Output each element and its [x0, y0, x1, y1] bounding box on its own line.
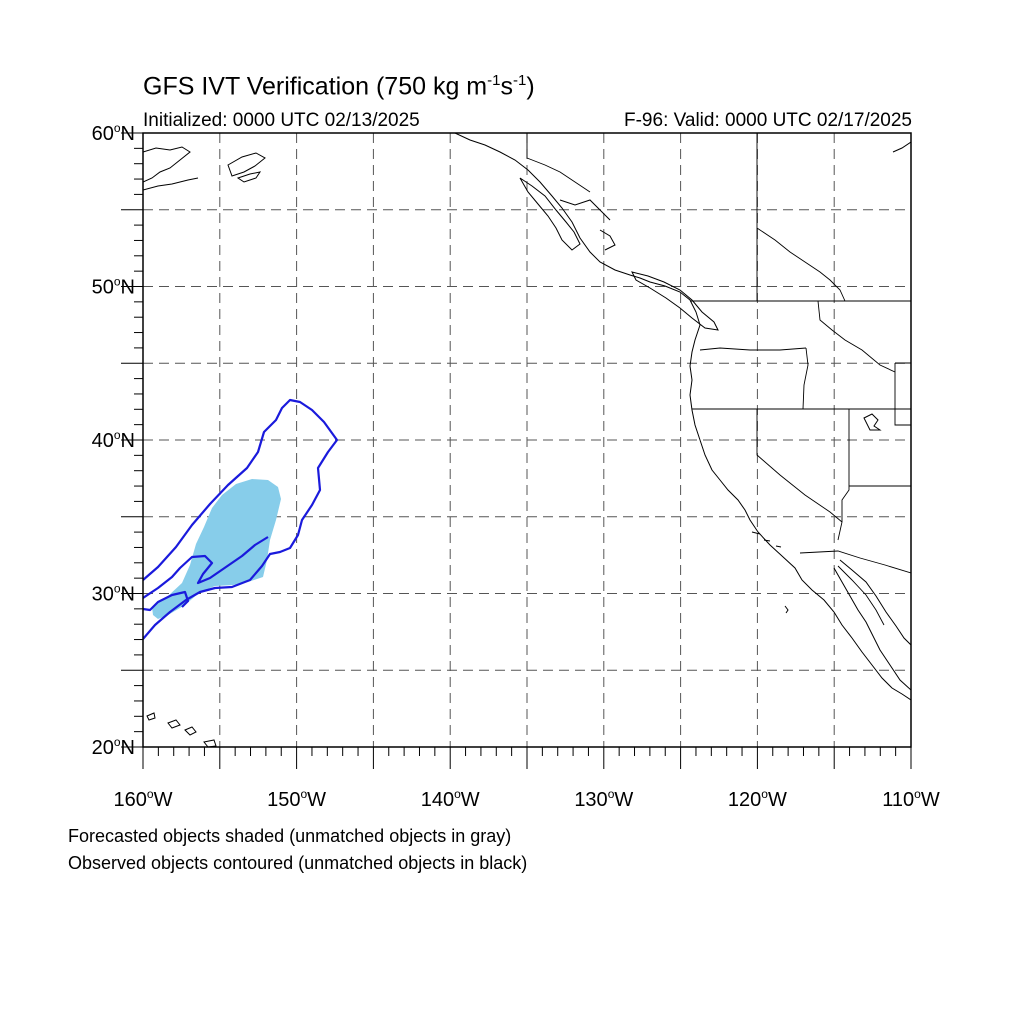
degree-symbol: o [300, 787, 307, 801]
lat-label-value: 40 [92, 430, 114, 452]
lon-label-value: 130 [574, 789, 607, 811]
baja-interior [837, 565, 885, 626]
axis-ticks [121, 132, 912, 769]
mexico-border [799, 550, 911, 574]
observed-legend-note: Observed objects contoured (unmatched ob… [68, 853, 528, 873]
degree-symbol: o [114, 275, 121, 289]
kodiak-island-2 [236, 171, 262, 183]
lat-label-hemisphere: N [121, 584, 135, 606]
lon-tick-label: 160oW [114, 787, 173, 811]
wy-border [894, 362, 911, 426]
coast-fjords-1 [559, 199, 611, 221]
vancouver-island [631, 271, 719, 331]
forecast-object-shaded [152, 479, 281, 619]
lon-label-value: 160 [114, 789, 147, 811]
lon-tick-label: 140oW [421, 787, 480, 811]
lat-tick-label: 40oN [92, 428, 135, 452]
degree-symbol: o [147, 787, 154, 801]
map-title: GFS IVT Verification (750 kg m-1s-1) [143, 72, 535, 101]
channel-islands [751, 531, 782, 548]
lat-lon-grid [143, 133, 911, 747]
alaska-coast [143, 146, 191, 183]
wa-or-border [699, 347, 807, 351]
hawaii-3 [184, 726, 197, 736]
degree-symbol: o [114, 428, 121, 442]
lon-label-hemisphere: W [461, 789, 480, 811]
lon-label-hemisphere: W [614, 789, 633, 811]
lon-label-value: 150 [267, 789, 300, 811]
lat-label-hemisphere: N [121, 430, 135, 452]
degree-symbol: o [114, 582, 121, 596]
title-text: GFS IVT Verification (750 kg m [143, 72, 488, 101]
lon-label-hemisphere: W [307, 789, 326, 811]
degree-symbol: o [454, 787, 461, 801]
ca-nv-border [756, 409, 843, 523]
kodiak-island [227, 152, 266, 177]
hawaii-4 [203, 739, 217, 747]
lat-tick-label: 50oN [92, 275, 135, 299]
great-salt-lake [863, 413, 882, 431]
lat-label-value: 60 [92, 123, 114, 145]
degree-symbol: o [914, 787, 921, 801]
lon-label-hemisphere: W [921, 789, 940, 811]
lon-label-value: 140 [421, 789, 454, 811]
lon-tick-label: 110oW [882, 787, 940, 811]
title-text-mid: s [500, 72, 513, 101]
bc-islands [519, 177, 581, 251]
initialized-label: Initialized: 0000 UTC 02/13/2025 [143, 110, 420, 131]
observed-contour-lower [143, 590, 190, 612]
coast-fjords-2 [599, 229, 616, 251]
degree-symbol: o [114, 735, 121, 749]
lon-tick-label: 150oW [267, 787, 326, 811]
title-superscript-2: -1 [512, 72, 527, 89]
observed-contour-inner [143, 536, 269, 599]
lat-label-value: 50 [92, 277, 114, 299]
lon-label-hemisphere: W [768, 789, 787, 811]
lat-label-value: 20 [92, 737, 114, 759]
observed-contours [143, 398, 339, 640]
degree-symbol: o [114, 121, 121, 135]
northwest-coast [454, 133, 911, 701]
alaska-coast-2 [143, 177, 199, 191]
forecast-legend-note: Forecasted objects shaded (unmatched obj… [68, 826, 512, 846]
baja-peninsula [833, 567, 911, 691]
lon-tick-label: 130oW [574, 787, 633, 811]
degree-symbol: o [761, 787, 768, 801]
observed-contour-outer [143, 398, 339, 640]
lat-label-value: 30 [92, 584, 114, 606]
valid-time-label: F-96: Valid: 0000 UTC 02/17/2025 [624, 110, 912, 131]
canada-interior-1 [756, 227, 846, 302]
id-border [817, 300, 896, 373]
political-boundaries [526, 133, 911, 626]
nv-az-border [837, 409, 850, 541]
lon-label-value: 110 [882, 789, 914, 811]
lat-label-hemisphere: N [121, 277, 135, 299]
alaska-canada-border [526, 133, 591, 193]
lon-label-value: 120 [728, 789, 761, 811]
lat-label-hemisphere: N [121, 737, 135, 759]
hawaii-1 [146, 712, 156, 721]
lon-label-hemisphere: W [154, 789, 173, 811]
or-id-border [802, 347, 809, 410]
hawaii-2 [167, 719, 181, 729]
title-superscript-1: -1 [487, 72, 501, 89]
lat-tick-label: 20oN [92, 735, 135, 759]
gulf-coast [839, 559, 911, 646]
coastlines [143, 133, 911, 747]
top-right-coast [892, 141, 911, 153]
island-guadalupe [784, 605, 789, 614]
lat-tick-label: 30oN [92, 582, 135, 606]
lat-label-hemisphere: N [121, 123, 135, 145]
lon-tick-label: 120oW [728, 787, 787, 811]
title-text-end: ) [526, 72, 535, 101]
degree-symbol: o [608, 787, 615, 801]
lat-tick-label: 60oN [92, 121, 135, 145]
